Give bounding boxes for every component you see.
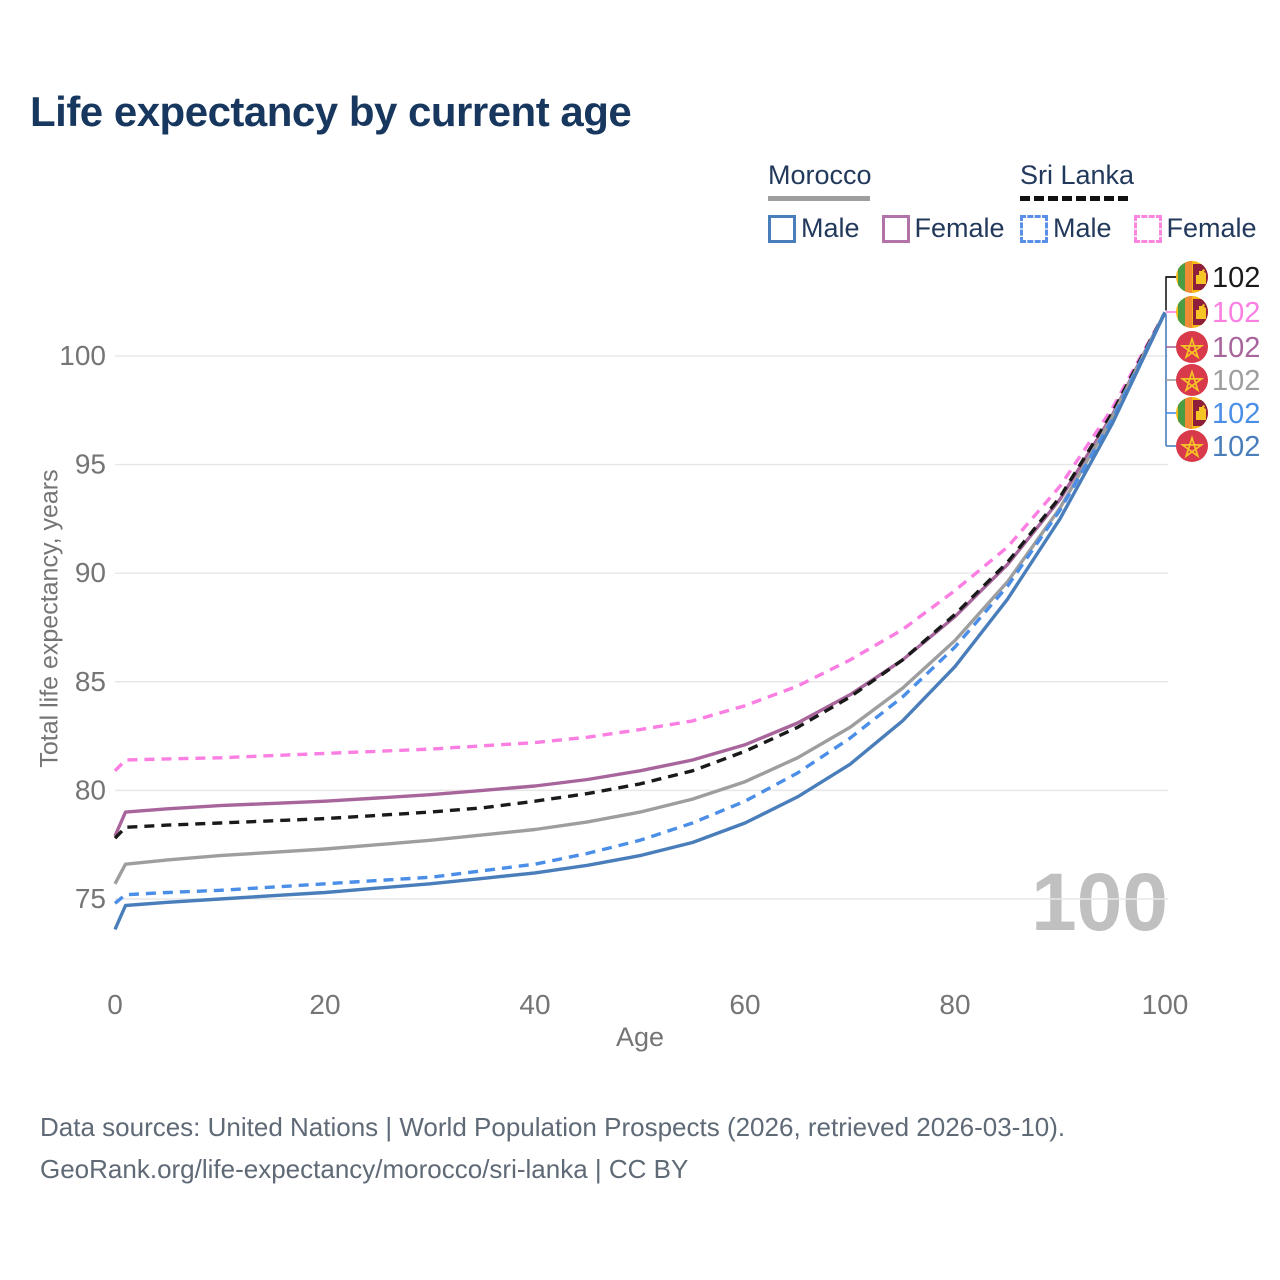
end-value-label-sri-lanka-male: 102 [1212, 398, 1260, 430]
data-sources-line: Data sources: United Nations | World Pop… [40, 1112, 1066, 1142]
end-value-label-morocco-male: 102 [1212, 431, 1260, 463]
y-axis-title: Total life expectancy, years [35, 469, 64, 768]
legend-item-sri-lanka-male[interactable]: Male [1053, 213, 1112, 243]
age-counter-watermark: 100 [1031, 857, 1168, 948]
series-line-sri-lanka[interactable] [113, 311, 1167, 840]
series-line-morocco[interactable] [113, 311, 1167, 885]
end-value-label-morocco: 102 [1212, 365, 1260, 397]
morocco-flag-icon [1176, 364, 1208, 396]
end-value-label-sri-lanka: 102 [1212, 262, 1260, 294]
x-axis-title: Age [615, 1022, 665, 1052]
legend-group-sri-lanka: Sri Lanka Male Female [1020, 160, 1279, 244]
sri-lanka-dashed-line-sample [1020, 196, 1128, 201]
series-line-morocco-male[interactable] [113, 311, 1167, 931]
legend-item-morocco-male[interactable]: Male [801, 213, 860, 243]
sri-lanka-flag-icon [1176, 296, 1208, 328]
x-tick-label: 80 [939, 989, 970, 1020]
legend-country-morocco[interactable]: Morocco [768, 160, 872, 190]
sri-lanka-female-swatch-icon[interactable] [1133, 214, 1162, 243]
morocco-flag-icon [1176, 331, 1208, 363]
y-tick-label: 90 [75, 557, 106, 588]
x-tick-label: 20 [309, 989, 340, 1020]
legend-item-sri-lanka-female[interactable]: Female [1166, 213, 1257, 243]
series-line-morocco-female[interactable] [113, 311, 1167, 837]
legend-country-sri-lanka[interactable]: Sri Lanka [1020, 160, 1135, 190]
x-tick-label: 0 [107, 989, 123, 1020]
y-tick-label: 80 [75, 774, 106, 805]
source-url-line[interactable]: GeoRank.org/life-expectancy/morocco/sri-… [40, 1154, 689, 1184]
sri-lanka-male-swatch-icon[interactable] [1020, 214, 1048, 243]
y-tick-label: 75 [75, 883, 106, 914]
y-tick-label: 100 [59, 340, 106, 371]
morocco-male-swatch-icon[interactable] [768, 214, 796, 243]
series-line-sri-lanka-female[interactable] [113, 311, 1167, 772]
x-tick-label: 100 [1142, 989, 1189, 1020]
attribution-footer: Data sources: United Nations | World Pop… [40, 1106, 1065, 1190]
morocco-female-swatch-icon[interactable] [881, 214, 910, 243]
legend-group-morocco: Morocco Male Female [768, 160, 1027, 244]
y-tick-label: 95 [75, 449, 106, 480]
end-value-label-sri-lanka-female: 102 [1212, 297, 1260, 329]
series-line-sri-lanka-male[interactable] [113, 311, 1167, 905]
legend-item-morocco-female[interactable]: Female [914, 213, 1005, 243]
sri-lanka-flag-icon [1176, 261, 1208, 293]
page-title: Life expectancy by current age [30, 88, 632, 135]
x-tick-label: 60 [729, 989, 760, 1020]
end-value-label-morocco-female: 102 [1212, 332, 1260, 364]
x-tick-label: 40 [519, 989, 550, 1020]
morocco-flag-icon [1176, 430, 1208, 462]
y-tick-label: 85 [75, 666, 106, 697]
connector-line [1165, 276, 1176, 311]
morocco-solid-line-sample [768, 196, 870, 201]
sri-lanka-flag-icon [1176, 397, 1208, 429]
